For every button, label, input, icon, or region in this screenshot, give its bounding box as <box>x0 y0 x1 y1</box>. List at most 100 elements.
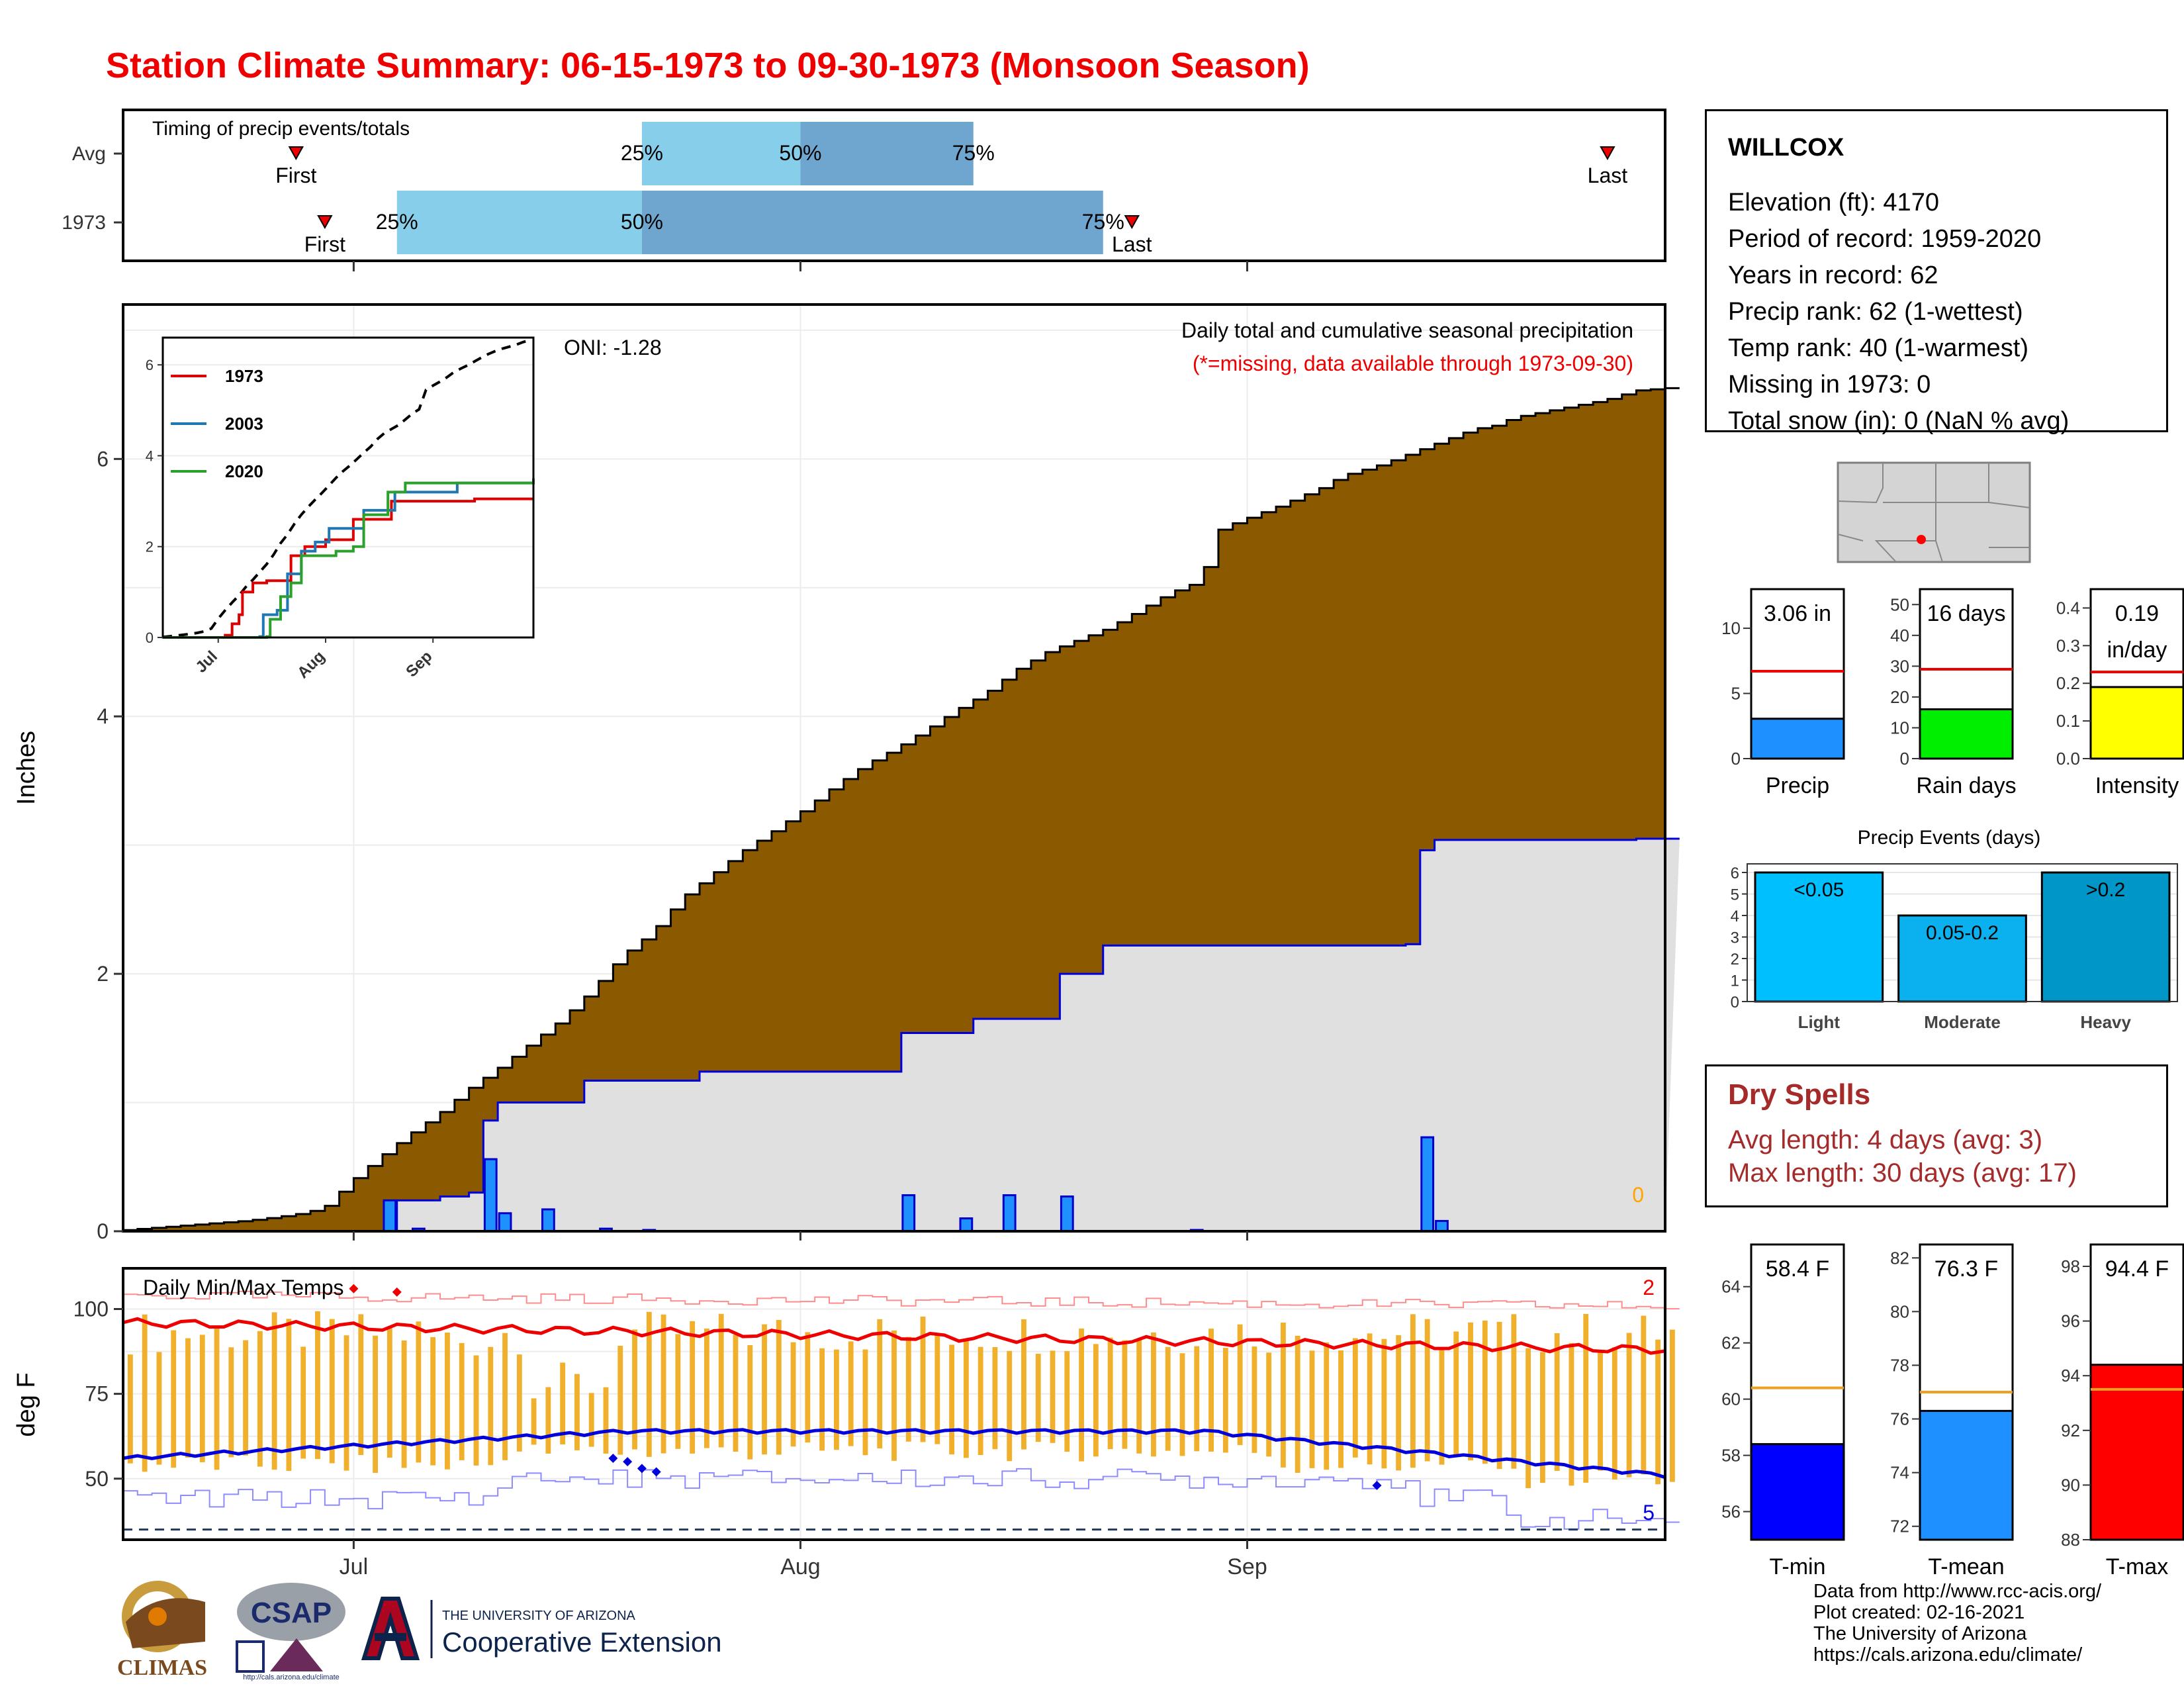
csap-logo: CSAP http://cals.arizona.edu/climate <box>236 1583 345 1681</box>
daily-temp-bar <box>603 1387 609 1454</box>
summary-value-label: in/day <box>2107 637 2167 663</box>
csap-logo-url: http://cals.arizona.edu/climate <box>243 1673 340 1681</box>
summary-bar <box>2089 686 2184 760</box>
daily-temp-bar <box>617 1346 623 1455</box>
timing-bar-50-75 <box>641 191 1103 254</box>
daily-temp-bar <box>1079 1328 1085 1462</box>
events-bar-label: <0.05 <box>1794 879 1844 901</box>
timing-first-label: First <box>275 164 316 187</box>
summary-category-label: Rain days <box>1916 773 2016 798</box>
state-border <box>1837 463 2030 563</box>
summary-y-tick-label: 96 <box>2061 1311 2080 1331</box>
summary-value-label: 94.4 F <box>2105 1256 2169 1282</box>
events-frame <box>1747 863 2178 1002</box>
daily-temp-bar <box>632 1329 637 1450</box>
page-title: Station Climate Summary: 06-15-1973 to 0… <box>106 46 1310 85</box>
daily-temp-bar <box>271 1312 277 1470</box>
daily-temp-bar <box>1669 1329 1675 1482</box>
dry-spells-max: Max length: 30 days (avg: 17) <box>1728 1158 2077 1188</box>
record-high-line <box>123 1290 1680 1310</box>
daily-precip-bar <box>483 1158 498 1233</box>
timing-last-marker <box>1600 146 1615 161</box>
daily-temp-bar <box>819 1348 825 1451</box>
daily-temp-bar <box>1439 1348 1445 1465</box>
inset-y-tick-label: 6 <box>146 357 154 373</box>
daily-temp-bar <box>315 1311 320 1460</box>
summary-y-tick-label: 0 <box>1731 749 1741 769</box>
daily-temp-bar <box>1281 1323 1286 1468</box>
summary-bar <box>1750 1443 1845 1541</box>
temp-y-tick-label: 50 <box>85 1467 109 1491</box>
summary-y-tick-label: 0.4 <box>2056 598 2080 618</box>
summary-y-tick-label: 10 <box>1721 618 1741 638</box>
record-low-marker <box>623 1457 633 1467</box>
csap-logo-text: CSAP <box>251 1597 332 1629</box>
timing-first-marker <box>317 215 333 230</box>
daily-temp-bar <box>1136 1338 1142 1454</box>
summary-bar <box>1750 718 1845 760</box>
daily-temp-bar <box>963 1340 969 1458</box>
oni-label: ONI: -1.28 <box>564 336 662 359</box>
timing-last-label: Last <box>1112 232 1152 256</box>
timing-row-label: Avg <box>72 143 106 165</box>
daily-temp-bar <box>574 1374 580 1450</box>
events-category-label: Moderate <box>1924 1012 2001 1032</box>
summary-y-tick-label: 98 <box>2061 1256 2080 1276</box>
daily-temp-bar <box>1641 1315 1647 1475</box>
summary-category-label: T-mean <box>1928 1554 2004 1575</box>
precip-chart: 0 2 4 6 Inches Daily total and cumulative sea… <box>13 303 1680 1243</box>
record-low-marker <box>608 1454 618 1463</box>
daily-temp-bar <box>516 1354 522 1452</box>
daily-temp-bar <box>704 1329 709 1448</box>
daily-temp-bar <box>1496 1321 1502 1470</box>
daily-temp-bar <box>1324 1342 1330 1470</box>
daily-temp-bar <box>1338 1350 1343 1468</box>
inset-series-line-2003 <box>163 481 535 639</box>
inset-avg-line <box>162 339 531 639</box>
summary-y-tick-label: 74 <box>1890 1463 1909 1483</box>
timing-first-label: First <box>304 232 345 256</box>
x-axis-tick-label: Jul <box>340 1554 368 1579</box>
daily-precip-bar <box>1420 1136 1435 1233</box>
inset-frame <box>161 336 535 639</box>
summary-y-tick-label: 0.1 <box>2056 711 2080 731</box>
timing-first-marker <box>288 146 304 161</box>
daily-temp-bar <box>1179 1353 1185 1456</box>
temp-frame <box>122 1267 1666 1541</box>
summary-y-tick-label: 20 <box>1890 687 1909 707</box>
events-bar <box>1754 871 1884 1003</box>
climas-logo: CLIMAS <box>117 1581 207 1680</box>
daily-temp-bar <box>387 1326 392 1458</box>
events-bar <box>2040 871 2171 1003</box>
daily-temp-bar <box>1468 1322 1473 1461</box>
daily-temp-bar <box>300 1346 306 1459</box>
precip-y-tick-label: 0 <box>97 1219 109 1243</box>
summary-category-label: T-max <box>2106 1554 2168 1575</box>
summary-y-tick-label: 5 <box>1731 684 1741 704</box>
daily-temp-bar <box>1064 1351 1070 1452</box>
daily-temp-bar <box>1295 1335 1300 1473</box>
precip-y-tick-label: 6 <box>97 447 109 471</box>
station-detail-row: Period of record: 1959-2020 <box>1728 225 2042 253</box>
summary-y-tick-label: 0.0 <box>2056 749 2080 769</box>
precip-zero-label: 0 <box>1632 1183 1644 1207</box>
location-map <box>1837 461 2031 563</box>
daily-temp-bar <box>1021 1319 1026 1450</box>
daily-temp-bar <box>243 1340 249 1456</box>
daily-temp-bar <box>848 1341 854 1446</box>
daily-temp-bar <box>949 1344 955 1455</box>
inset-legend-label: 1973 <box>225 366 263 386</box>
daily-temp-bar <box>1194 1346 1200 1452</box>
daily-temp-bar <box>1655 1339 1661 1485</box>
summary-y-tick-label: 0 <box>1900 749 1909 769</box>
dry-spells-title: Dry Spells <box>1728 1078 1871 1111</box>
events-chart-title: Precip Events (days) <box>1858 827 2041 849</box>
events-y-tick-label: 0 <box>1731 994 1739 1011</box>
daily-temp-bar <box>1453 1331 1459 1458</box>
daily-temp-bar <box>1367 1333 1373 1465</box>
summary-y-tick-label: 58 <box>1721 1446 1741 1466</box>
timing-25-label: 25% <box>621 141 663 165</box>
precip-chart-title: Daily total and cumulative seasonal prec… <box>1181 318 1633 342</box>
daily-temp-bar <box>1410 1314 1416 1468</box>
daily-temp-bar <box>286 1319 292 1472</box>
